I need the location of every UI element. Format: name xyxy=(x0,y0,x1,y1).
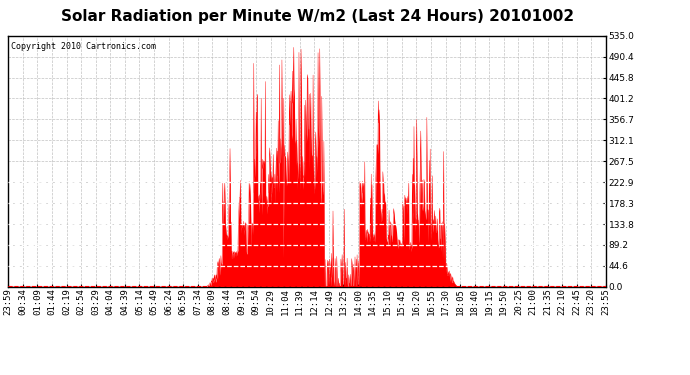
Text: Solar Radiation per Minute W/m2 (Last 24 Hours) 20101002: Solar Radiation per Minute W/m2 (Last 24… xyxy=(61,9,574,24)
Text: Copyright 2010 Cartronics.com: Copyright 2010 Cartronics.com xyxy=(10,42,156,51)
